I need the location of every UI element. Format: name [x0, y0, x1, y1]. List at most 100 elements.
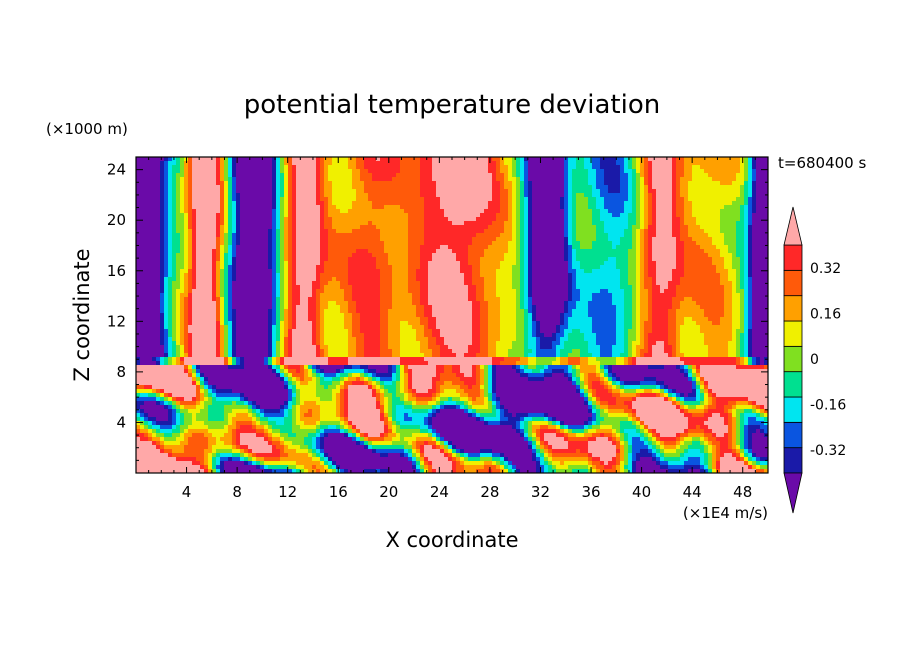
- contour-cell: [160, 317, 165, 322]
- contour-cell: [584, 333, 597, 338]
- contour-cell: [568, 361, 581, 366]
- contour-cell: [220, 329, 225, 334]
- contour-cell: [760, 413, 765, 418]
- contour-cell: [744, 209, 749, 214]
- contour-cell: [324, 329, 349, 334]
- contour-cell: [516, 161, 521, 166]
- contour-cell: [296, 321, 313, 326]
- contour-cell: [536, 329, 541, 334]
- contour-cell: [576, 449, 581, 454]
- contour-cell: [420, 429, 429, 434]
- contour-cell: [740, 161, 745, 166]
- contour-cell: [284, 421, 293, 426]
- contour-cell: [316, 341, 321, 346]
- contour-cell: [532, 453, 537, 458]
- contour-cell: [600, 401, 609, 406]
- contour-cell: [460, 265, 473, 270]
- contour-cell: [736, 285, 741, 290]
- contour-cell: [612, 245, 617, 250]
- contour-cell: [440, 393, 461, 398]
- contour-cell: [416, 437, 433, 442]
- contour-cell: [596, 333, 617, 338]
- contour-cell: [480, 313, 489, 318]
- contour-cell: [164, 333, 169, 338]
- contour-cell: [392, 425, 397, 430]
- contour-cell: [744, 193, 749, 198]
- contour-cell: [580, 265, 601, 270]
- contour-cell: [636, 257, 641, 262]
- contour-cell: [576, 213, 593, 218]
- contour-cell: [692, 413, 705, 418]
- contour-cell: [704, 437, 709, 442]
- contour-cell: [588, 201, 597, 206]
- contour-cell: [292, 269, 297, 274]
- contour-cell: [684, 437, 693, 442]
- contour-cell: [564, 185, 569, 190]
- contour-cell: [736, 341, 741, 346]
- contour-cell: [440, 377, 461, 382]
- contour-cell: [568, 277, 573, 282]
- contour-cell: [164, 169, 169, 174]
- contour-cell: [636, 353, 641, 358]
- contour-cell: [636, 245, 641, 250]
- contour-cell: [168, 329, 173, 334]
- contour-cell: [648, 177, 653, 182]
- contour-cell: [516, 241, 521, 246]
- contour-cell: [644, 285, 653, 290]
- contour-cell: [348, 165, 357, 170]
- contour-cell: [740, 333, 745, 338]
- contour-cell: [748, 417, 757, 422]
- contour-cell: [236, 433, 241, 438]
- contour-cell: [372, 205, 385, 210]
- contour-cell: [648, 217, 653, 222]
- contour-cell: [612, 425, 621, 430]
- contour-cell: [636, 289, 641, 294]
- contour-cell: [296, 205, 321, 210]
- contour-cell: [300, 381, 309, 386]
- contour-cell: [272, 173, 277, 178]
- contour-cell: [284, 257, 289, 262]
- contour-cell: [180, 305, 185, 310]
- contour-cell: [360, 169, 369, 174]
- contour-cell: [644, 193, 649, 198]
- contour-cell: [292, 285, 301, 290]
- contour-cell: [688, 417, 709, 422]
- contour-cell: [748, 337, 753, 342]
- contour-cell: [740, 321, 745, 326]
- contour-cell: [188, 173, 193, 178]
- contour-cell: [204, 421, 229, 426]
- contour-cell: [484, 377, 489, 382]
- contour-cell: [508, 241, 517, 246]
- contour-cell: [236, 173, 273, 178]
- contour-cell: [224, 433, 233, 438]
- contour-cell: [300, 285, 313, 290]
- contour-cell: [412, 369, 437, 374]
- contour-cell: [652, 249, 677, 254]
- contour-cell: [536, 365, 545, 370]
- contour-cell: [748, 333, 753, 338]
- contour-cell: [740, 257, 745, 262]
- contour-cell: [292, 245, 297, 250]
- contour-cell: [232, 257, 237, 262]
- contour-cell: [712, 449, 717, 454]
- contour-cell: [620, 189, 629, 194]
- contour-cell: [320, 345, 329, 350]
- contour-cell: [424, 233, 477, 238]
- contour-cell: [284, 377, 289, 382]
- contour-cell: [408, 441, 413, 446]
- contour-cell: [408, 273, 417, 278]
- contour-cell: [284, 273, 289, 278]
- contour-cell: [304, 441, 313, 446]
- contour-cell: [516, 301, 521, 306]
- contour-cell: [676, 389, 693, 394]
- contour-cell: [196, 237, 217, 242]
- contour-cell: [560, 349, 573, 354]
- contour-cell: [356, 301, 381, 306]
- contour-cell: [752, 437, 768, 442]
- contour-cell: [320, 177, 325, 182]
- contour-cell: [316, 193, 321, 198]
- contour-cell: [284, 213, 289, 218]
- contour-cell: [528, 313, 533, 318]
- contour-cell: [156, 429, 161, 434]
- contour-cell: [720, 413, 729, 418]
